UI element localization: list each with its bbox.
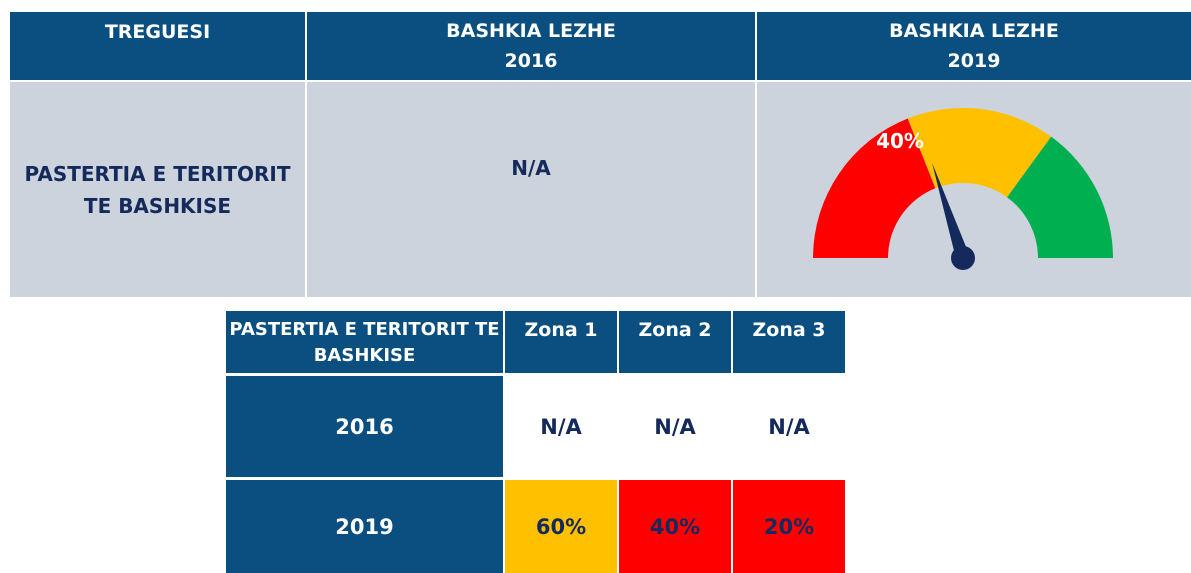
- zone-cell: 20%: [733, 480, 845, 573]
- header-text: TREGUESI: [104, 21, 211, 43]
- header-cell: Zona 1: [505, 311, 617, 373]
- header-cell: Zona 3: [733, 311, 845, 373]
- indicator-text: PASTERTIA E TERITORIT TE BASHKISE: [24, 161, 291, 218]
- zone-value: N/A: [654, 414, 696, 439]
- zone-cell: N/A: [505, 376, 617, 477]
- header-cell: TREGUESI: [10, 12, 305, 80]
- header-text: 2019: [947, 50, 1001, 72]
- zone-value: N/A: [768, 414, 810, 439]
- header-text: 2016: [504, 50, 558, 72]
- gauge: 40%: [813, 107, 1113, 270]
- year-text: 2019: [335, 514, 394, 539]
- header-text: Zona 2: [638, 319, 712, 341]
- zone-cell: N/A: [619, 376, 731, 477]
- gauge-needle: [932, 162, 970, 261]
- value-cell: N/A: [307, 82, 755, 297]
- zone-cell: N/A: [733, 376, 845, 477]
- gauge-segment: [813, 118, 936, 258]
- gauge-segment: [1007, 136, 1113, 258]
- gauge-label: 40%: [876, 129, 924, 153]
- header-cell: Zona 2: [619, 311, 731, 373]
- year-cell: 2019: [226, 480, 503, 573]
- gauge-hub: [951, 246, 975, 270]
- header-cell: BASHKIA LEZHE 2019: [757, 12, 1191, 80]
- header-text: Zona 3: [752, 319, 826, 341]
- zone-cell: 60%: [505, 480, 617, 573]
- header-cell: PASTERTIA E TERITORIT TE BASHKISE: [226, 311, 503, 373]
- gauge-segment: [907, 107, 1052, 198]
- value-text: N/A: [511, 156, 551, 180]
- header-cell: BASHKIA LEZHE 2016: [307, 12, 755, 80]
- indicator-cell: PASTERTIA E TERITORIT TE BASHKISE: [10, 82, 305, 297]
- year-text: 2016: [335, 414, 394, 439]
- year-cell: 2016: [226, 376, 503, 477]
- header-text: BASHKIA LEZHE: [889, 20, 1059, 42]
- header-text: Zona 1: [524, 319, 598, 341]
- zone-value: 60%: [535, 514, 587, 539]
- zone-cell: 40%: [619, 480, 731, 573]
- zone-value: 20%: [763, 514, 815, 539]
- zone-value: 40%: [649, 514, 701, 539]
- zone-value: N/A: [540, 414, 582, 439]
- header-text: BASHKIA LEZHE: [446, 20, 616, 42]
- header-text: PASTERTIA E TERITORIT TE BASHKISE: [229, 319, 500, 366]
